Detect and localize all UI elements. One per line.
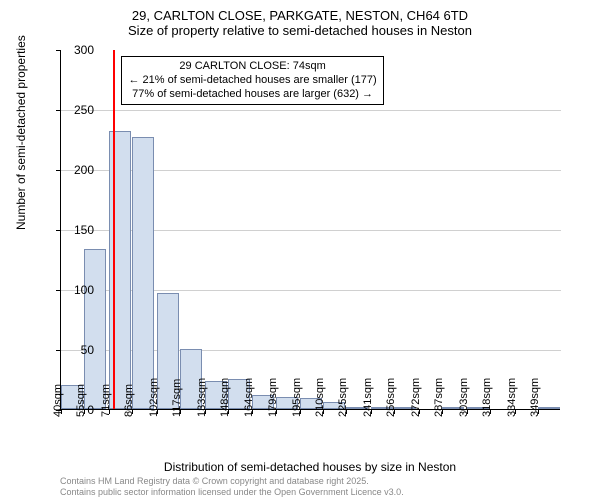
footer-line-2: Contains public sector information licen… bbox=[60, 487, 404, 498]
x-tick-label: 334sqm bbox=[506, 378, 518, 417]
x-tick-label: 148sqm bbox=[219, 378, 231, 417]
x-tick-label: 272sqm bbox=[410, 378, 422, 417]
grid-line bbox=[61, 110, 561, 111]
x-axis-label: Distribution of semi-detached houses by … bbox=[60, 460, 560, 474]
x-tick-label: 102sqm bbox=[148, 378, 160, 417]
x-tick-label: 179sqm bbox=[267, 378, 279, 417]
reference-line bbox=[113, 50, 115, 409]
x-tick-label: 256sqm bbox=[385, 378, 397, 417]
x-tick-label: 86sqm bbox=[123, 384, 135, 417]
x-tick-label: 241sqm bbox=[362, 378, 374, 417]
plot-area: 40sqm55sqm71sqm86sqm102sqm117sqm133sqm14… bbox=[60, 50, 560, 410]
x-tick-label: 133sqm bbox=[196, 378, 208, 417]
x-tick-label: 71sqm bbox=[100, 384, 112, 417]
y-axis-label: Number of semi-detached properties bbox=[14, 35, 28, 230]
x-tick-label: 318sqm bbox=[481, 378, 493, 417]
annotation-line-2: ← 21% of semi-detached houses are smalle… bbox=[128, 74, 376, 88]
x-tick-label: 210sqm bbox=[314, 378, 326, 417]
x-tick-label: 195sqm bbox=[291, 378, 303, 417]
chart-title-sub: Size of property relative to semi-detach… bbox=[0, 23, 600, 38]
y-tick-label: 50 bbox=[54, 343, 94, 357]
y-tick-label: 0 bbox=[54, 403, 94, 417]
x-tick-label: 287sqm bbox=[433, 378, 445, 417]
y-tick-label: 200 bbox=[54, 163, 94, 177]
x-tick-label: 117sqm bbox=[171, 379, 183, 417]
x-tick-label: 164sqm bbox=[243, 378, 255, 417]
bar bbox=[109, 131, 131, 409]
x-tick-label: 225sqm bbox=[337, 378, 349, 417]
chart-area: 40sqm55sqm71sqm86sqm102sqm117sqm133sqm14… bbox=[60, 50, 560, 410]
y-tick-label: 150 bbox=[54, 223, 94, 237]
footer-line-1: Contains HM Land Registry data © Crown c… bbox=[60, 476, 404, 487]
y-tick-label: 100 bbox=[54, 283, 94, 297]
annotation-line-1: 29 CARLTON CLOSE: 74sqm bbox=[128, 60, 376, 74]
y-tick-label: 250 bbox=[54, 103, 94, 117]
bar bbox=[132, 137, 154, 409]
footer-attribution: Contains HM Land Registry data © Crown c… bbox=[60, 476, 404, 498]
bar bbox=[538, 407, 560, 409]
chart-title-block: 29, CARLTON CLOSE, PARKGATE, NESTON, CH6… bbox=[0, 0, 600, 38]
y-tick-label: 300 bbox=[54, 43, 94, 57]
annotation-line-3: 77% of semi-detached houses are larger (… bbox=[128, 88, 376, 102]
chart-title-main: 29, CARLTON CLOSE, PARKGATE, NESTON, CH6… bbox=[0, 8, 600, 23]
x-tick-label: 303sqm bbox=[458, 378, 470, 417]
x-tick-label: 349sqm bbox=[529, 378, 541, 417]
annotation-box: 29 CARLTON CLOSE: 74sqm← 21% of semi-det… bbox=[121, 56, 383, 105]
